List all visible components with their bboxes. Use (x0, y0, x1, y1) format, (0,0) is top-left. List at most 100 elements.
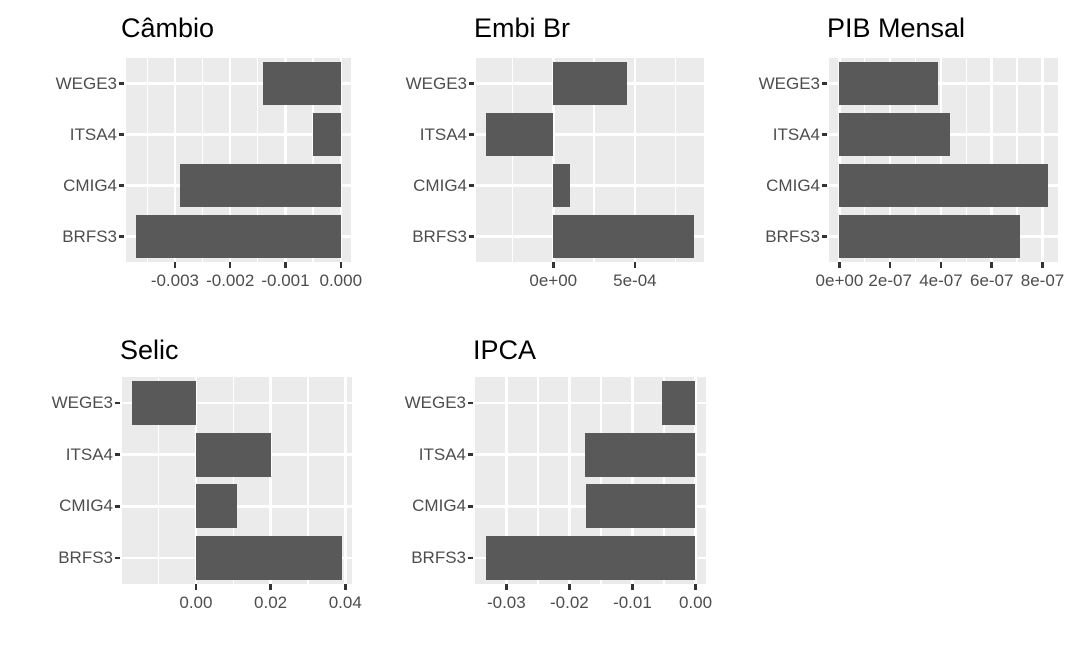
x-tick-mark (194, 584, 198, 590)
gridline-minor-x (201, 58, 204, 262)
x-tick-mark (269, 584, 272, 590)
gridline-minor-x (600, 377, 602, 584)
y-axis-label: BRFS3 (58, 548, 113, 568)
y-axis-label: ITSA4 (65, 444, 113, 464)
x-tick-label: 0.02 (254, 593, 288, 612)
x-tick-label: 0.04 (328, 593, 362, 612)
y-tick-mark (115, 556, 120, 560)
plot-panel (475, 377, 706, 584)
x-tick-mark (694, 584, 697, 590)
x-tick-label: 4e-07 (919, 271, 963, 290)
y-tick-mark (119, 82, 124, 85)
x-tick-label: -0.01 (613, 593, 652, 612)
x-tick-label: 6e-07 (969, 271, 1014, 290)
y-axis-label: CMIG4 (63, 175, 117, 195)
gridline-minor-x (675, 58, 677, 262)
bar (839, 215, 1020, 258)
gridline-minor-x (312, 58, 314, 262)
gridline-major-x (990, 58, 993, 262)
x-tick-label: -0.002 (206, 271, 255, 290)
x-tick-mark (173, 262, 177, 268)
gridline-major-y (476, 133, 704, 136)
gridline-major-x (694, 377, 697, 584)
gridline-major-x (1041, 58, 1044, 262)
gridline-minor-x (1016, 58, 1018, 262)
gridline-major-x (339, 58, 343, 262)
gridline-major-y (829, 133, 1058, 136)
y-tick-mark (469, 184, 474, 187)
x-tick-label: 8e-07 (1020, 271, 1065, 290)
gridline-major-x (631, 377, 634, 584)
x-tick-mark (939, 262, 943, 268)
gridline-minor-x (663, 377, 665, 584)
x-tick-mark (568, 584, 571, 590)
x-tick-mark (339, 262, 343, 268)
x-tick-mark (344, 584, 347, 590)
gridline-major-x (284, 58, 287, 262)
chart-title: Selic (120, 335, 179, 365)
x-tick-label: -0.03 (486, 593, 526, 612)
gridline-minor-x (864, 58, 866, 262)
gridline-minor-x (593, 58, 595, 262)
bar (839, 62, 939, 105)
y-axis-label: BRFS3 (765, 226, 820, 246)
bar (839, 164, 1048, 207)
gridline-minor-x (511, 58, 514, 262)
bar (313, 113, 341, 156)
bar (263, 62, 341, 105)
bar (486, 113, 554, 156)
gridline-minor-x (232, 377, 234, 584)
bar (839, 113, 950, 156)
gridline-minor-x (257, 58, 259, 262)
gridline-major-x (633, 58, 637, 262)
x-tick-label: 2e-07 (868, 271, 912, 290)
gridline-major-y (126, 184, 351, 187)
y-axis-label: ITSA4 (419, 124, 467, 144)
y-tick-mark (822, 184, 827, 187)
gridline-major-y (122, 453, 352, 456)
x-tick-label: -0.02 (550, 593, 589, 612)
y-tick-mark (468, 505, 473, 508)
chart-title: IPCA (473, 335, 537, 365)
x-tick-mark (633, 262, 637, 268)
x-tick-mark (990, 262, 993, 268)
gridline-major-y (475, 401, 706, 405)
y-tick-mark (115, 401, 120, 405)
y-axis-label: CMIG4 (59, 496, 113, 516)
x-tick-label: 5e-04 (613, 271, 657, 290)
y-tick-mark (469, 133, 474, 136)
y-tick-mark (119, 235, 124, 238)
y-axis-label: WEGE3 (55, 73, 117, 93)
y-axis-label: BRFS3 (62, 226, 117, 246)
y-tick-mark (468, 401, 473, 405)
y-axis-label: BRFS3 (411, 548, 466, 568)
gridline-major-y (475, 505, 706, 508)
x-tick-label: 0.000 (319, 271, 363, 290)
gridline-minor-x (146, 58, 148, 262)
y-tick-mark (822, 235, 827, 238)
gridline-minor-x (157, 377, 160, 584)
bar (662, 380, 696, 425)
y-axis-label: WEGE3 (758, 73, 820, 93)
plot-panel (829, 58, 1058, 262)
x-tick-mark (552, 262, 555, 268)
x-tick-label: 0e+00 (529, 271, 578, 290)
x-tick-mark (631, 584, 634, 590)
bar (485, 536, 696, 581)
gridline-major-y (476, 184, 704, 187)
bar (180, 164, 341, 207)
chart-title: Câmbio (121, 13, 215, 43)
gridline-major-y (122, 401, 352, 405)
bar (586, 484, 696, 529)
gridline-major-y (126, 82, 351, 85)
gridline-major-x (194, 377, 198, 584)
y-tick-mark (468, 556, 473, 560)
gridline-minor-x (965, 58, 967, 262)
y-tick-mark (119, 133, 124, 136)
gridline-major-x (552, 58, 555, 262)
y-axis-label: ITSA4 (772, 124, 820, 144)
chart-title: PIB Mensal (827, 13, 966, 43)
bar (553, 62, 627, 105)
